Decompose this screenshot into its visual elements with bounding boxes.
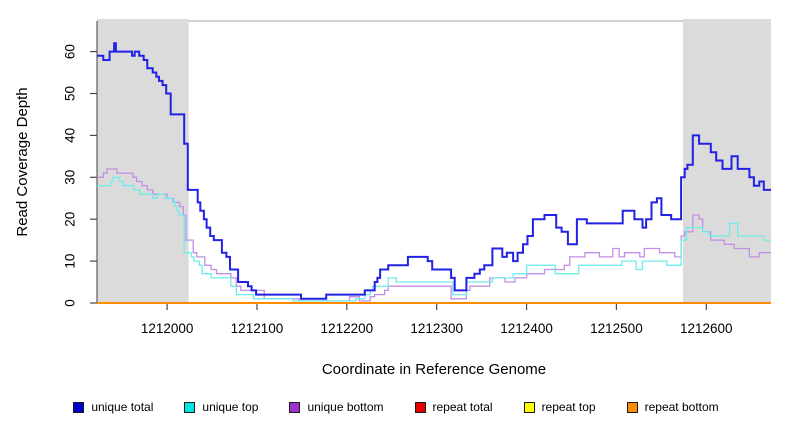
y-tick-label: 60	[63, 44, 78, 59]
legend-label: repeat top	[541, 400, 596, 414]
legend-item-unique-top: unique top	[184, 400, 258, 414]
y-tick-label: 50	[63, 86, 78, 101]
y-tick-label: 30	[63, 170, 78, 185]
series-line-unique-total	[97, 42, 771, 300]
y-axis-title: Read Coverage Depth	[14, 87, 31, 236]
x-tick-label: 1212400	[500, 321, 553, 336]
x-tick-label: 1212500	[590, 321, 643, 336]
chart-legend: unique total unique top unique bottom repea…	[0, 397, 792, 417]
legend-item-repeat-top: repeat top	[523, 400, 596, 414]
legend-item-unique-bottom: unique bottom	[289, 400, 384, 414]
legend-swatch-repeat-total	[414, 401, 426, 413]
y-tick-label: 10	[63, 254, 78, 269]
series-line-unique-top	[97, 176, 771, 302]
legend-label: unique total	[91, 400, 154, 414]
legend-swatch-repeat-top	[523, 401, 535, 413]
x-tick-label: 1212100	[231, 321, 284, 336]
shaded-region-left	[97, 19, 189, 303]
legend-item-unique-total: unique total	[73, 400, 153, 414]
legend-label: repeat bottom	[644, 400, 719, 414]
legend-item-repeat-total: repeat total	[414, 400, 493, 414]
legend-swatch-repeat-bottom	[626, 401, 638, 413]
legend-label: unique top	[202, 400, 259, 414]
legend-label: repeat total	[432, 400, 493, 414]
x-tick-label: 1212000	[141, 321, 194, 336]
y-tick-label: 20	[63, 212, 78, 227]
legend-swatch-unique-top	[184, 401, 196, 413]
x-tick-label: 1212300	[410, 321, 463, 336]
legend-label: unique bottom	[307, 400, 384, 414]
legend-item-repeat-bottom: repeat bottom	[626, 400, 719, 414]
y-tick-label: 0	[63, 299, 78, 307]
shaded-region-right	[682, 19, 771, 303]
x-tick-label: 1212200	[321, 321, 374, 336]
legend-swatch-unique-total	[73, 401, 85, 413]
series-line-unique-bottom	[97, 168, 771, 302]
y-tick-label: 40	[63, 128, 78, 143]
x-tick-label: 1212600	[680, 321, 733, 336]
x-axis-title: Coordinate in Reference Genome	[322, 361, 546, 378]
legend-swatch-unique-bottom	[289, 401, 301, 413]
